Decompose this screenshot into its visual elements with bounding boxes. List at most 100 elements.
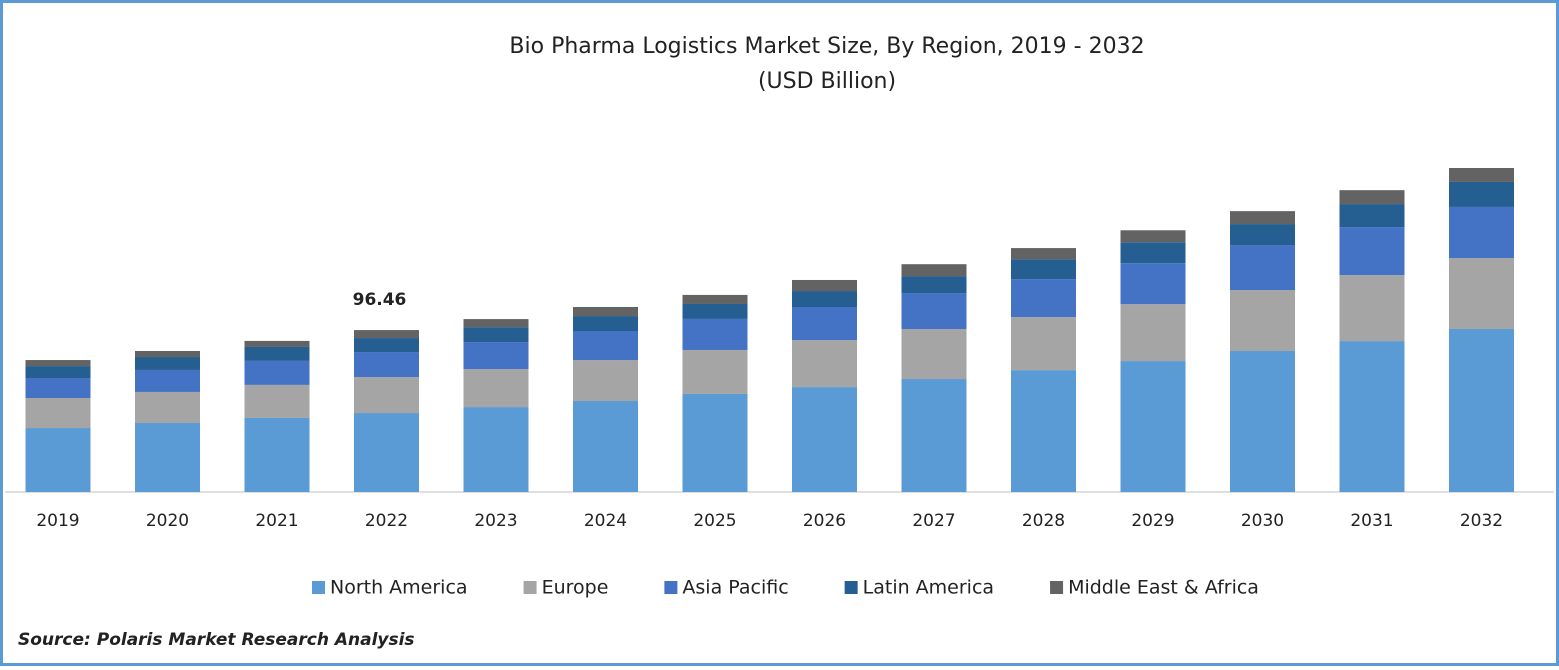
bar-segment: [244, 346, 310, 361]
x-tick-label: 2024: [584, 511, 627, 531]
bar-segment: [1449, 181, 1514, 207]
bar-segment: [1011, 279, 1076, 318]
bar-segment: [792, 387, 857, 492]
x-tick-label: 2030: [1241, 511, 1284, 531]
bar-segment: [1339, 190, 1405, 205]
bar-segment: [463, 369, 529, 408]
bar-segment: [1230, 290, 1295, 351]
bar-segment: [244, 360, 310, 385]
bar-segment: [682, 303, 748, 319]
bar-segment: [1011, 370, 1076, 492]
legend-swatch: [844, 581, 858, 594]
bar-segment: [1011, 317, 1076, 371]
bar-segment: [1230, 245, 1295, 291]
chart-title: Bio Pharma Logistics Market Size, By Reg…: [509, 34, 1144, 59]
bar-segment: [1230, 224, 1295, 246]
legend-label: Europe: [542, 577, 609, 599]
x-tick-label: 2025: [693, 511, 736, 531]
bar-segment: [244, 340, 310, 347]
x-tick-label: 2023: [474, 511, 517, 531]
bar-segment: [1449, 206, 1514, 258]
chart-subtitle: (USD Billion): [758, 69, 896, 94]
x-tick-label: 2026: [803, 511, 846, 531]
bar-segment: [354, 330, 419, 339]
bar-segment: [901, 328, 967, 380]
x-tick-label: 2029: [1131, 511, 1174, 531]
bar-segment: [1449, 328, 1514, 492]
bar-segment: [1230, 211, 1295, 225]
bar-segment: [244, 417, 310, 492]
x-tick-label: 2028: [1022, 511, 1065, 531]
bar-segment: [463, 327, 529, 343]
x-tick-label: 2021: [255, 511, 298, 531]
bar-segment: [135, 391, 200, 424]
bar-segment: [1449, 168, 1514, 182]
bar-segment: [135, 369, 200, 392]
x-tick-label: 2019: [36, 511, 79, 531]
bar-segment: [901, 379, 967, 492]
bar-segment: [1339, 275, 1405, 342]
legend-swatch: [312, 581, 325, 594]
legend-label: Asia Pacific: [682, 577, 788, 599]
bar-segment: [1120, 263, 1186, 305]
bar-segment: [792, 307, 857, 341]
bar-segment: [792, 291, 857, 308]
bar-segment: [573, 401, 638, 492]
x-tick-label: 2027: [912, 511, 955, 531]
bar-segment: [1120, 304, 1186, 362]
bar-segment: [135, 357, 200, 370]
bar-segment: [1230, 350, 1295, 492]
bar-segment: [1339, 341, 1405, 492]
bar-segment: [25, 378, 91, 398]
bar-segment: [573, 360, 638, 402]
bar-segment: [792, 340, 857, 388]
x-tick-label: 2022: [365, 511, 408, 531]
bar-segment: [1011, 248, 1076, 260]
legend-swatch: [664, 581, 678, 594]
bar-segment: [354, 413, 419, 492]
bar-segment: [25, 366, 91, 379]
bar-segment: [1339, 204, 1405, 228]
bar-segment: [682, 294, 748, 304]
bar-segment: [25, 428, 91, 492]
bar-segment: [1120, 242, 1186, 264]
bar-segment: [682, 393, 748, 492]
bar-segment: [354, 377, 419, 414]
bar-segment: [682, 318, 748, 350]
source: Source: Polaris Market Research Analysis: [18, 630, 415, 650]
bar-segment: [682, 349, 748, 394]
bar-segment: [573, 307, 638, 317]
bar-segment: [354, 338, 419, 353]
x-tick-label: 2020: [146, 511, 189, 531]
bar-segment: [135, 350, 200, 358]
bar-segment: [25, 397, 91, 429]
legend-label: Latin America: [863, 577, 994, 599]
legend-swatch: [523, 581, 537, 594]
bar-segment: [573, 331, 638, 361]
bar-segment: [25, 360, 91, 367]
bar-segment: [354, 352, 419, 378]
bar-segment: [1339, 227, 1405, 276]
bar-segment: [1120, 230, 1186, 243]
bar-segment: [901, 264, 967, 277]
x-tick-label: 2031: [1350, 511, 1393, 531]
bar-segment: [244, 384, 310, 418]
bar-segment: [901, 276, 967, 294]
bar-segment: [135, 423, 200, 492]
bar-segment: [1449, 257, 1514, 329]
legend-swatch: [1050, 581, 1064, 594]
x-tick-label: 2032: [1460, 511, 1503, 531]
bar-segment: [1011, 259, 1076, 280]
bar-segment: [901, 293, 967, 329]
legend-label: Middle East & Africa: [1068, 577, 1259, 599]
legend-label: North America: [330, 577, 468, 599]
bar-segment: [463, 319, 529, 328]
bar-segment: [463, 342, 529, 370]
bar-segment: [1120, 361, 1186, 492]
bar-segment: [573, 316, 638, 332]
total-label: 96.46: [353, 290, 407, 310]
bar-segment: [792, 279, 857, 292]
bar-segment: [463, 407, 529, 492]
